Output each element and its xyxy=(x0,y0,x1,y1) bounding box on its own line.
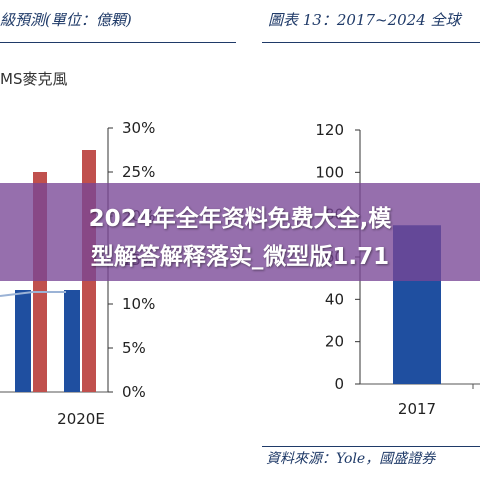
left-chart-tick-label: 5% xyxy=(122,339,146,357)
left-chart-category-label: 2020E xyxy=(57,410,105,428)
legend-label: MS麥克風 xyxy=(0,70,68,88)
right-header-rule xyxy=(262,42,480,43)
source-note: 資料來源：Yole，國盛證券 xyxy=(266,451,436,467)
right-chart-tick-label: 0 xyxy=(334,375,344,393)
right-chart-header: 圖表 13：2017~2024 全球 xyxy=(268,11,461,29)
banner-line-2: 型解答解释落实_微型版1.71 xyxy=(90,244,390,270)
left-chart-bar-blue xyxy=(64,290,80,392)
left-chart-header: 級預測(單位：億顆) xyxy=(0,11,132,29)
overlay-banner: 2024年全年资料免费大全,模 型解答解释落实_微型版1.71 xyxy=(0,183,480,281)
left-chart-series-line xyxy=(0,291,66,297)
footer-rule xyxy=(262,446,480,447)
right-chart-tick-label: 120 xyxy=(315,121,344,139)
right-chart-tick-label: 100 xyxy=(315,163,344,181)
banner-line-1: 2024年全年资料免费大全,模 xyxy=(88,206,392,232)
left-chart-tick-label: 10% xyxy=(122,295,155,313)
left-header-rule xyxy=(0,42,236,43)
left-chart-tick-label: 0% xyxy=(122,383,146,401)
left-chart-tick-label: 30% xyxy=(122,119,155,137)
left-chart-bar-blue xyxy=(15,290,31,392)
left-chart-tick-label: 25% xyxy=(122,163,155,181)
right-chart-tick-label: 20 xyxy=(325,333,344,351)
right-chart-category-label: 2017 xyxy=(398,400,436,418)
right-chart-tick-label: 40 xyxy=(325,290,344,308)
